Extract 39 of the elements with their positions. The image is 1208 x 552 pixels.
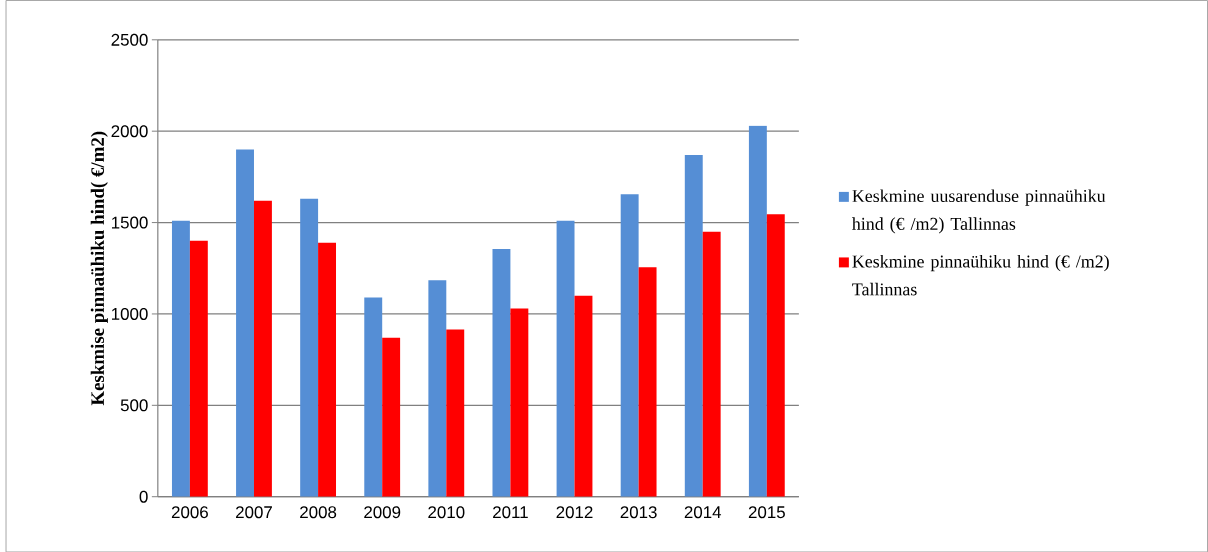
x-tick-label: 2007 [236, 505, 272, 518]
bar [766, 214, 785, 497]
bar [702, 231, 721, 497]
bar [492, 248, 511, 497]
bar [684, 154, 703, 497]
bar [300, 198, 319, 497]
bar [189, 240, 208, 497]
bar [364, 297, 383, 497]
y-tick-label: 1500 [111, 216, 148, 229]
bar [620, 194, 639, 497]
bar [574, 295, 593, 497]
bar [318, 242, 337, 497]
legend-label: Keskmine pinnaühiku hind (€ /m2) Tallinnas [852, 254, 1109, 296]
x-tick-label: 2011 [493, 505, 528, 518]
x-tick-label: 2015 [748, 505, 785, 518]
y-tick-label: 0 [139, 490, 148, 503]
y-tick-label: 500 [120, 399, 148, 412]
x-tick-label: 2009 [364, 505, 401, 518]
x-tick-label: 2008 [300, 505, 337, 518]
y-tick-label: 1000 [111, 307, 148, 320]
bar [748, 125, 767, 497]
y-tick-label: 2500 [111, 33, 148, 46]
y-tick-label: 2000 [111, 124, 148, 137]
bar [253, 200, 272, 497]
bar [382, 337, 401, 497]
bar [171, 220, 190, 497]
bar [446, 329, 465, 497]
bar [428, 279, 447, 497]
bar [638, 267, 657, 497]
x-tick-label: 2006 [171, 505, 208, 518]
x-tick-label: 2012 [556, 505, 593, 518]
bar [236, 149, 254, 497]
bar [510, 308, 529, 497]
bar [556, 220, 575, 497]
legend-label: Keskmine uusarenduse pinnaühiku hind (€ /m2) Tallinnas [852, 189, 1106, 234]
x-tick-label: 2014 [684, 505, 722, 518]
x-tick-label: 2013 [620, 505, 657, 518]
x-tick-label: 2010 [428, 505, 465, 518]
y-axis-title: Keskmise pinnaühiku hind( €/m2) [90, 131, 108, 406]
